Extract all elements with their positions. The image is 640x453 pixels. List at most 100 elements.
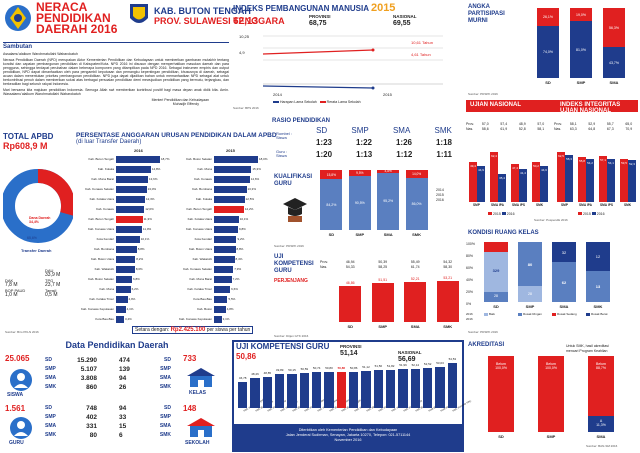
kualifikasi-bar-top-label: 9,5% <box>356 170 364 175</box>
ukg-bar <box>398 369 408 408</box>
ukg-footer: Diterbitkan oleh Kementerian Pendidikan … <box>232 428 464 443</box>
un-level-label: SMA IPS <box>512 203 525 207</box>
ipm-pt-a-value: 10,61 <box>411 40 422 45</box>
akreditasi-top-label: Belum 88,7% <box>596 362 606 370</box>
persentase-bar <box>116 215 143 223</box>
kondisi-legend-label: Rusak Sedang <box>557 312 577 316</box>
akreditasi-note: Untuk SMK, hasil akreditasi mencari Prog… <box>566 344 609 353</box>
akreditasi-note-2: mencari Program Keahlian <box>566 348 608 353</box>
ipm-pt-a: 10,61 Tahun <box>411 40 433 45</box>
ukg-nas-label: NASIONAL <box>398 350 422 355</box>
persentase-panel: PERSENTASE ANGGARAN URUSAN PENDIDIKAN DA… <box>76 132 277 339</box>
un-nas-value: 61,9 <box>500 127 508 131</box>
apbd-donut-top: Dana Daerah 34,4% <box>29 216 50 224</box>
persentase-bar-value: 14,8% <box>151 167 161 171</box>
ipm-legend: Harapan Lama Sekolah Rerata Lama Sekolah <box>273 100 361 104</box>
uji-nas-value: 54,33 <box>345 265 355 269</box>
un-bar-2015 <box>490 152 498 202</box>
rasio-level-sma: SMA <box>392 126 411 135</box>
kualifikasi-bar-bottom <box>405 178 428 230</box>
un-legend-2016: 2016 <box>506 212 515 216</box>
persentase-region-label: Kab. Konawe Utara <box>185 227 212 231</box>
persentase-region-label: Kab. Kolaka Timur <box>187 287 212 291</box>
persentase-bar <box>116 265 135 273</box>
province-name: PROV. SULAWESI TENGGARA <box>154 16 285 26</box>
persentase-region-label: Kab. Konawe Kepulauan <box>178 317 212 321</box>
un-prov-value: 57,0 <box>537 122 545 126</box>
uji-bar-value: 52,21 <box>410 276 420 281</box>
integritas-prov-value: 55,7 <box>606 122 614 126</box>
integritas-legend-2015: 2015 <box>582 212 591 216</box>
apbd-row-tamsil-label: Tamsil <box>45 288 57 293</box>
un-chart: Prov. Nas. 57,0 57,4 48,9 57,0 58,6 61,9 52,8 58,… <box>466 122 552 218</box>
persentase-bar-value: 18,7% <box>161 157 170 161</box>
apbd-source: Sumber: Biro PKLN 2016 <box>5 330 39 334</box>
guru-list: SD 748 SMP 402 SMA 331 SMK 80 <box>45 404 115 440</box>
kondisi-value-b: 62 <box>561 280 567 286</box>
ukg-bar <box>275 374 285 408</box>
siswa-row: SMK 860 <box>45 383 97 392</box>
ukg-panel: UJI KOMPETENSI GURU 50,86 PROVINSI 51,14… <box>232 340 472 452</box>
kelas-value: 474 <box>119 357 130 364</box>
kualifikasi-chart: 15,8% 84,2% SD 9,5% 90,5% SMP 4,8% 95,2% SMA 14,0… <box>314 169 434 240</box>
guru-value: 331 <box>86 423 97 430</box>
kondisi-bar-segment <box>484 242 508 252</box>
integritas-legend: 2015 2016 <box>578 212 605 216</box>
ukg-bar-value: 52,14 <box>411 362 420 367</box>
un-nas-value: 58,1 <box>537 127 545 131</box>
kualifikasi-source: Sumber: PDSPK 2016 <box>274 244 304 248</box>
kualifikasi-title: KUALIFIKASI GURU <box>274 174 312 188</box>
rasio-title: RASIO PENDIDIKAN <box>272 118 331 124</box>
uji-category-label: SD <box>347 324 354 329</box>
ukg-nas-value: 56,69 <box>398 356 416 363</box>
integritas-legend-2016: 2016 <box>596 212 605 216</box>
ukg-bar <box>361 371 371 408</box>
kondisi-year-2: 2016 <box>466 317 473 321</box>
guru-level: SD <box>45 405 52 411</box>
ukg-bar-value: 50,86 <box>337 365 346 370</box>
apm-bar-bottom <box>570 21 592 78</box>
siswa-level: SD <box>45 357 52 363</box>
apm-chart: 26,1% 74,0% SD 19,0% 81,0% SMP 56,3% 43,7% SMA <box>526 8 636 88</box>
un-bar-2015 <box>469 162 477 202</box>
kondisi-bar-segment <box>586 242 610 271</box>
sekolah-value: 33 <box>119 414 127 421</box>
integritas-nas-value: 63,3 <box>569 127 577 131</box>
sekolah-total: 148 <box>183 404 197 413</box>
integritas-bar-2016 <box>565 155 573 202</box>
persentase-bar-value: 4,9% <box>128 297 136 301</box>
apbd-value: Rp608,9 M <box>3 141 48 151</box>
persentase-bar-value: 12,5% <box>245 197 255 201</box>
persentase-footer: Setara dengan: Rp2.425.100 per siswa per… <box>132 326 254 334</box>
sambutan-signature-2: Muhadjir Effendy <box>172 102 199 106</box>
persentase-bar <box>116 225 142 233</box>
guru-row: SMA 331 <box>45 422 97 431</box>
akreditasi-bottom-label: A 11,3% <box>596 419 606 427</box>
siswa-total: 25.065 <box>5 354 30 363</box>
uji-bar <box>436 281 459 322</box>
persentase-bar <box>116 175 148 183</box>
guru-block: 1.561 GURU SD 748 SMP 402 SMA 331 SMK 80 <box>5 402 115 450</box>
apm-title-1: ANGKA <box>468 4 490 10</box>
rasio-panel: RASIO PENDIDIKAN Rombel : Siswa Guru : S… <box>272 118 464 166</box>
kondisi-value-a: 28 <box>528 292 532 297</box>
persentase-bar <box>116 155 160 163</box>
sekolah-level: SD <box>164 405 171 411</box>
persentase-bar <box>116 315 124 323</box>
persentase-bar <box>214 215 239 223</box>
kualifikasi-bar-bottom-label: 84,2% <box>326 202 337 207</box>
apm-bar-top <box>570 8 592 22</box>
rasio-rombel: 1:23 1:22 1:26 1:18 <box>304 138 464 147</box>
ukg-bar-value: 50,80 <box>325 366 333 371</box>
integritas-prov-value: 52,9 <box>588 122 596 126</box>
kondisi-chart: 100% 80% 60% 40% 20% 0% 329 28 SD 80 28 SMP 62 32 SMA 1… <box>466 242 638 328</box>
data-pendidikan-title: Data Pendidikan Daerah <box>65 340 169 350</box>
siswa-level: SMA <box>45 375 57 381</box>
kondisi-category-label: SMP <box>525 304 535 309</box>
un-legend-2015: 2015 <box>492 212 501 216</box>
ukg-footer-1: Diterbitkan oleh Kementerian Pendidikan … <box>298 428 398 432</box>
akreditasi-bar-top <box>488 356 514 432</box>
akreditasi-bar-top <box>538 356 564 432</box>
title-line-3: DAERAH 2016 <box>36 22 118 36</box>
persentase-region-label: Kab. Buton Selatan <box>88 277 114 281</box>
